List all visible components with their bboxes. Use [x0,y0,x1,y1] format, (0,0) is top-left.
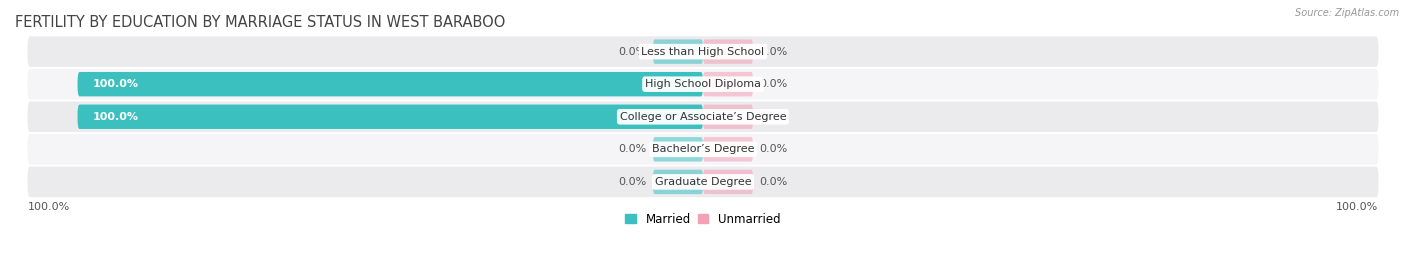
Text: 100.0%: 100.0% [1336,202,1378,212]
Text: Graduate Degree: Graduate Degree [655,177,751,187]
Text: 0.0%: 0.0% [619,47,647,56]
FancyBboxPatch shape [703,72,754,96]
FancyBboxPatch shape [703,170,754,194]
FancyBboxPatch shape [77,105,703,129]
FancyBboxPatch shape [28,69,1378,100]
Text: Less than High School: Less than High School [641,47,765,56]
Text: Bachelor’s Degree: Bachelor’s Degree [652,144,754,154]
FancyBboxPatch shape [77,72,703,96]
FancyBboxPatch shape [703,105,754,129]
Text: 0.0%: 0.0% [759,177,787,187]
Text: 100.0%: 100.0% [93,112,139,122]
FancyBboxPatch shape [652,170,703,194]
Text: College or Associate’s Degree: College or Associate’s Degree [620,112,786,122]
Text: 0.0%: 0.0% [759,112,787,122]
Text: 0.0%: 0.0% [759,47,787,56]
Text: 0.0%: 0.0% [619,144,647,154]
Text: 100.0%: 100.0% [28,202,70,212]
FancyBboxPatch shape [28,36,1378,67]
FancyBboxPatch shape [652,137,703,162]
Text: 100.0%: 100.0% [93,79,139,89]
FancyBboxPatch shape [652,39,703,64]
Text: 0.0%: 0.0% [759,79,787,89]
FancyBboxPatch shape [703,39,754,64]
Text: High School Diploma: High School Diploma [645,79,761,89]
Legend: Married, Unmarried: Married, Unmarried [623,210,783,228]
FancyBboxPatch shape [28,101,1378,132]
Text: FERTILITY BY EDUCATION BY MARRIAGE STATUS IN WEST BARABOO: FERTILITY BY EDUCATION BY MARRIAGE STATU… [15,15,505,30]
FancyBboxPatch shape [703,137,754,162]
FancyBboxPatch shape [28,167,1378,197]
Text: 0.0%: 0.0% [619,177,647,187]
Text: Source: ZipAtlas.com: Source: ZipAtlas.com [1295,8,1399,18]
FancyBboxPatch shape [28,134,1378,165]
Text: 0.0%: 0.0% [759,144,787,154]
